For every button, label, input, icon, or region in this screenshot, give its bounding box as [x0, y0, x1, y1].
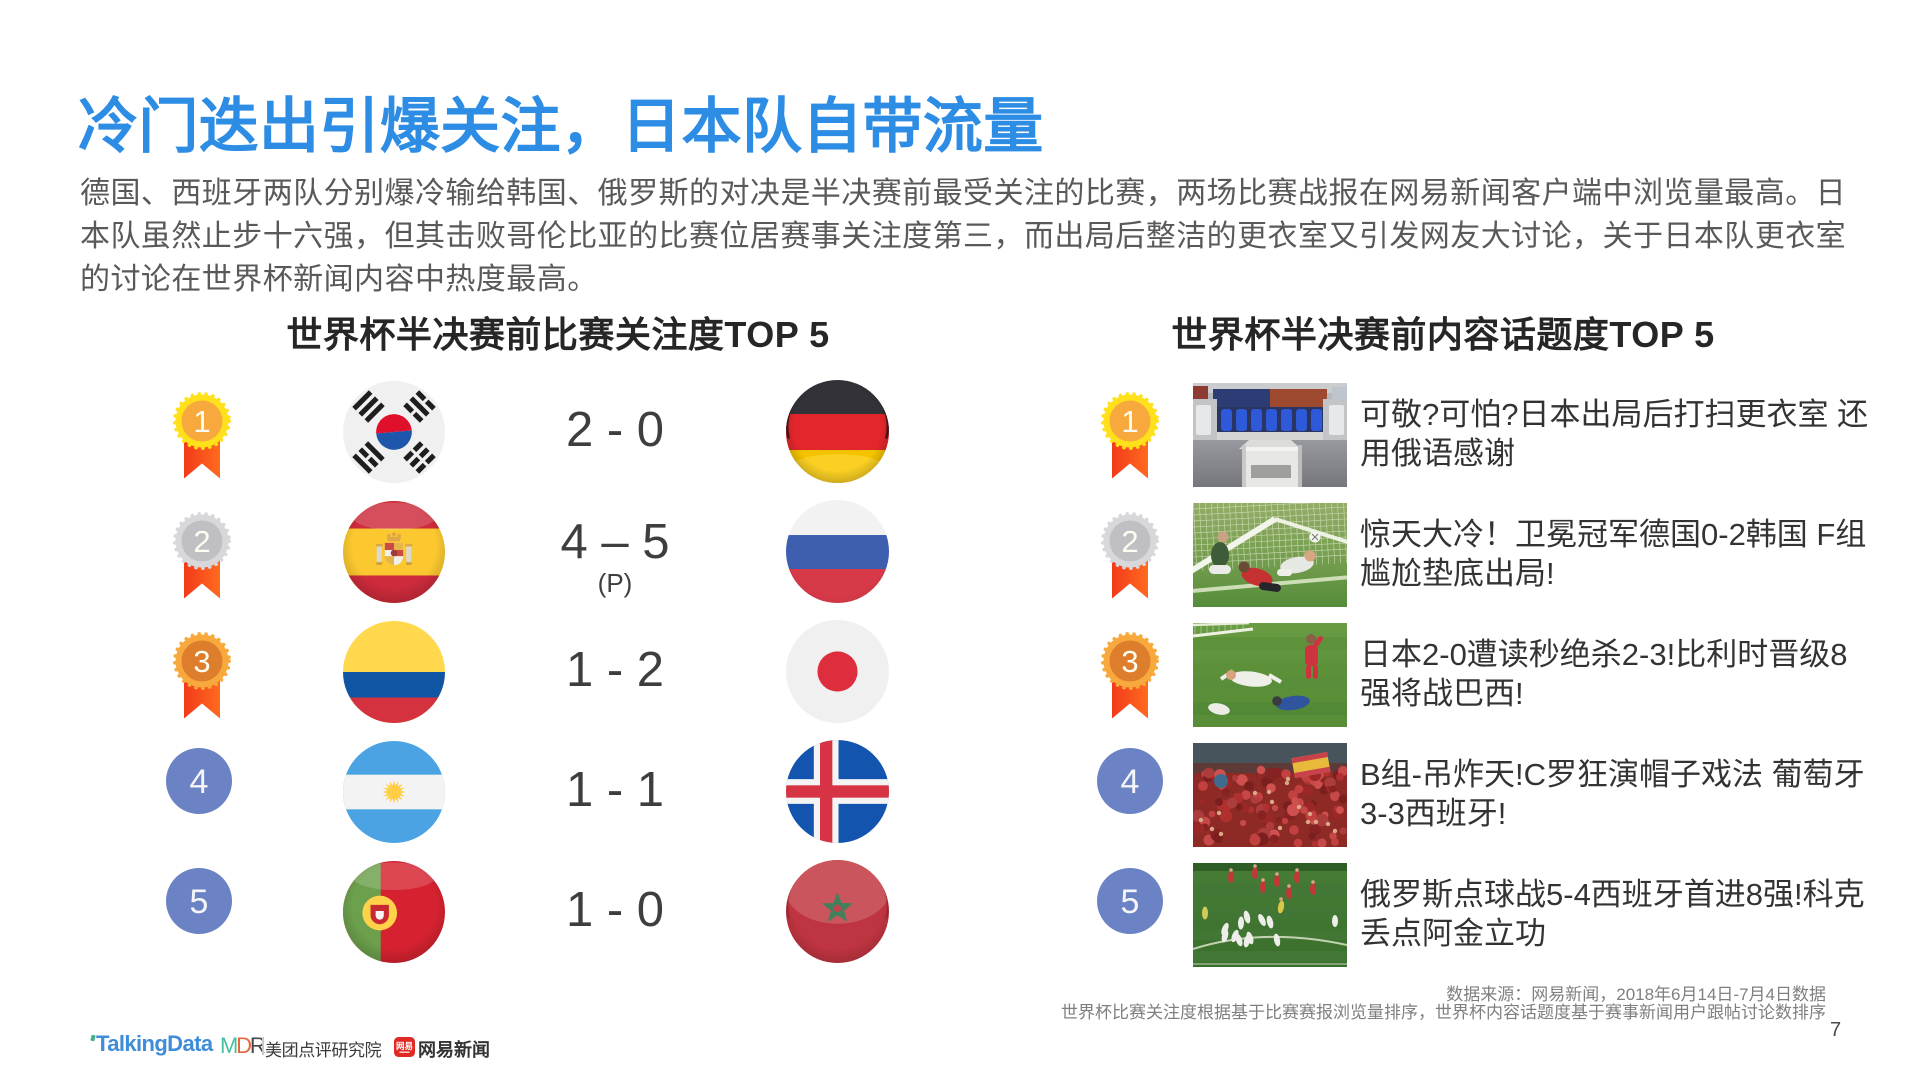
- svg-text:4: 4: [190, 763, 209, 801]
- svg-text:3: 3: [1121, 644, 1138, 679]
- svg-text:2: 2: [193, 524, 210, 559]
- svg-text:5: 5: [1121, 883, 1140, 921]
- svg-text:4: 4: [1121, 763, 1140, 801]
- svg-text:1: 1: [1121, 404, 1138, 439]
- svg-text:5: 5: [190, 883, 209, 921]
- svg-text:1: 1: [193, 404, 210, 439]
- svg-text:3: 3: [193, 644, 210, 679]
- svg-text:2: 2: [1121, 524, 1138, 559]
- svg-text:网易: 网易: [396, 1041, 413, 1051]
